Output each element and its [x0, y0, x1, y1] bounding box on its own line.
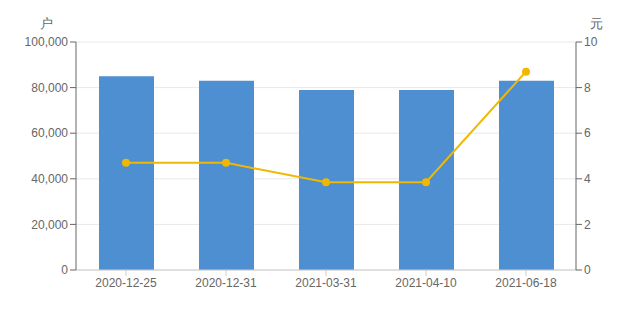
svg-text:20,000: 20,000: [31, 218, 68, 232]
svg-text:6: 6: [584, 126, 591, 140]
svg-text:60,000: 60,000: [31, 126, 68, 140]
svg-text:0: 0: [584, 263, 591, 277]
svg-text:80,000: 80,000: [31, 81, 68, 95]
svg-text:0: 0: [61, 263, 68, 277]
svg-text:2020-12-31: 2020-12-31: [195, 276, 257, 290]
svg-text:10: 10: [584, 35, 598, 49]
svg-text:100,000: 100,000: [25, 35, 69, 49]
svg-text:4: 4: [584, 172, 591, 186]
svg-text:8: 8: [584, 81, 591, 95]
svg-text:2: 2: [584, 218, 591, 232]
svg-text:2021-03-31: 2021-03-31: [295, 276, 357, 290]
svg-text:2021-04-10: 2021-04-10: [395, 276, 457, 290]
svg-text:40,000: 40,000: [31, 172, 68, 186]
svg-text:户: 户: [40, 16, 53, 31]
svg-text:2020-12-25: 2020-12-25: [95, 276, 157, 290]
svg-text:2021-06-18: 2021-06-18: [495, 276, 557, 290]
svg-text:元: 元: [590, 16, 603, 31]
